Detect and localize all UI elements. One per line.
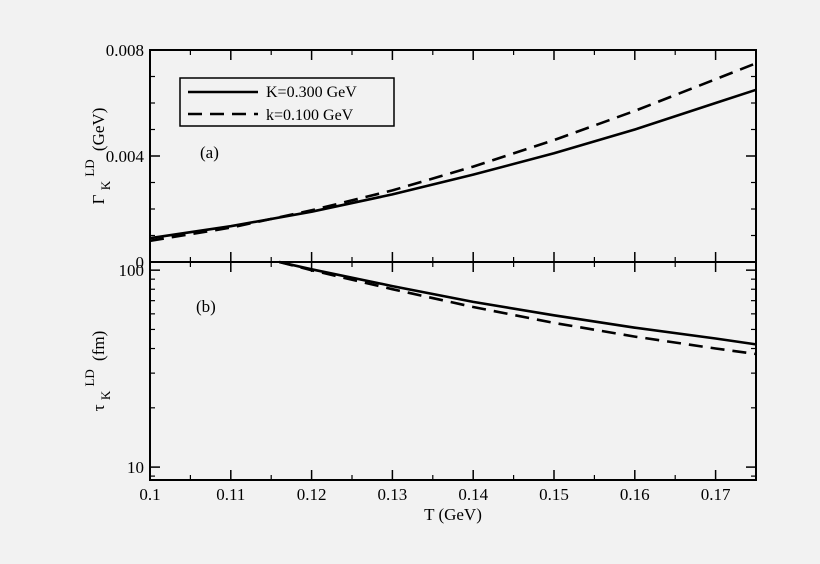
svg-text:Γ K LD (GeV): Γ K LD (GeV) [79,108,114,205]
x-tick-label: 0.12 [297,485,327,504]
curve-a-dashed [149,62,757,243]
y-label-b-sub: K [98,390,113,400]
x-tick-label: 0.14 [458,485,488,504]
x-tick-label: 0.17 [701,485,731,504]
y-label-a-unit: (GeV) [89,108,108,151]
y-tick-label-a: 0.004 [106,147,145,166]
x-tick-label: 0.1 [139,485,160,504]
y-label-b-sup: LD [82,369,97,386]
y-tick-label-a: 0.008 [106,41,144,60]
y-label-panel-b: τ K LD (fm) [79,331,114,412]
y-label-panel-a: Γ K LD (GeV) [79,108,114,205]
x-axis-label: T (GeV) [424,505,482,524]
ticks-layer: 0.1 0.11 0.12 0.13 0.14 0.15 0.16 0.17 0 0.004 0.0… [106,41,756,504]
curve-b-dashed [278,260,757,356]
curve-b-solid [279,260,757,346]
legend: K=0.300 GeV k=0.100 GeV [179,77,395,127]
y-label-b-main: τ [89,404,108,411]
x-tick-label: 0.16 [620,485,650,504]
panel-b-label: (b) [196,297,216,316]
y-label-a-main: Γ [89,194,108,204]
legend-box [179,77,395,127]
y-tick-label-a: 0 [136,253,145,272]
y-tick-label-b: 100 [119,261,145,280]
y-label-b-unit: (fm) [89,331,108,361]
x-tick-label: 0.13 [378,485,408,504]
curve-a-solid [149,88,757,240]
legend-label-dashed: k=0.100 GeV [266,107,354,124]
x-tick-label: 0.15 [539,485,569,504]
y-label-a-sup: LD [82,159,97,176]
svg-text:τ K LD (fm): τ K LD (fm) [79,331,114,412]
legend-label-solid: K=0.300 GeV [266,84,357,101]
y-tick-label-b: 10 [127,458,144,477]
x-tick-label: 0.11 [216,485,245,504]
panel-b-frame [149,261,757,481]
panel-a-label: (a) [200,143,219,162]
y-label-a-sub: K [98,180,113,190]
curves-layer [149,62,757,356]
